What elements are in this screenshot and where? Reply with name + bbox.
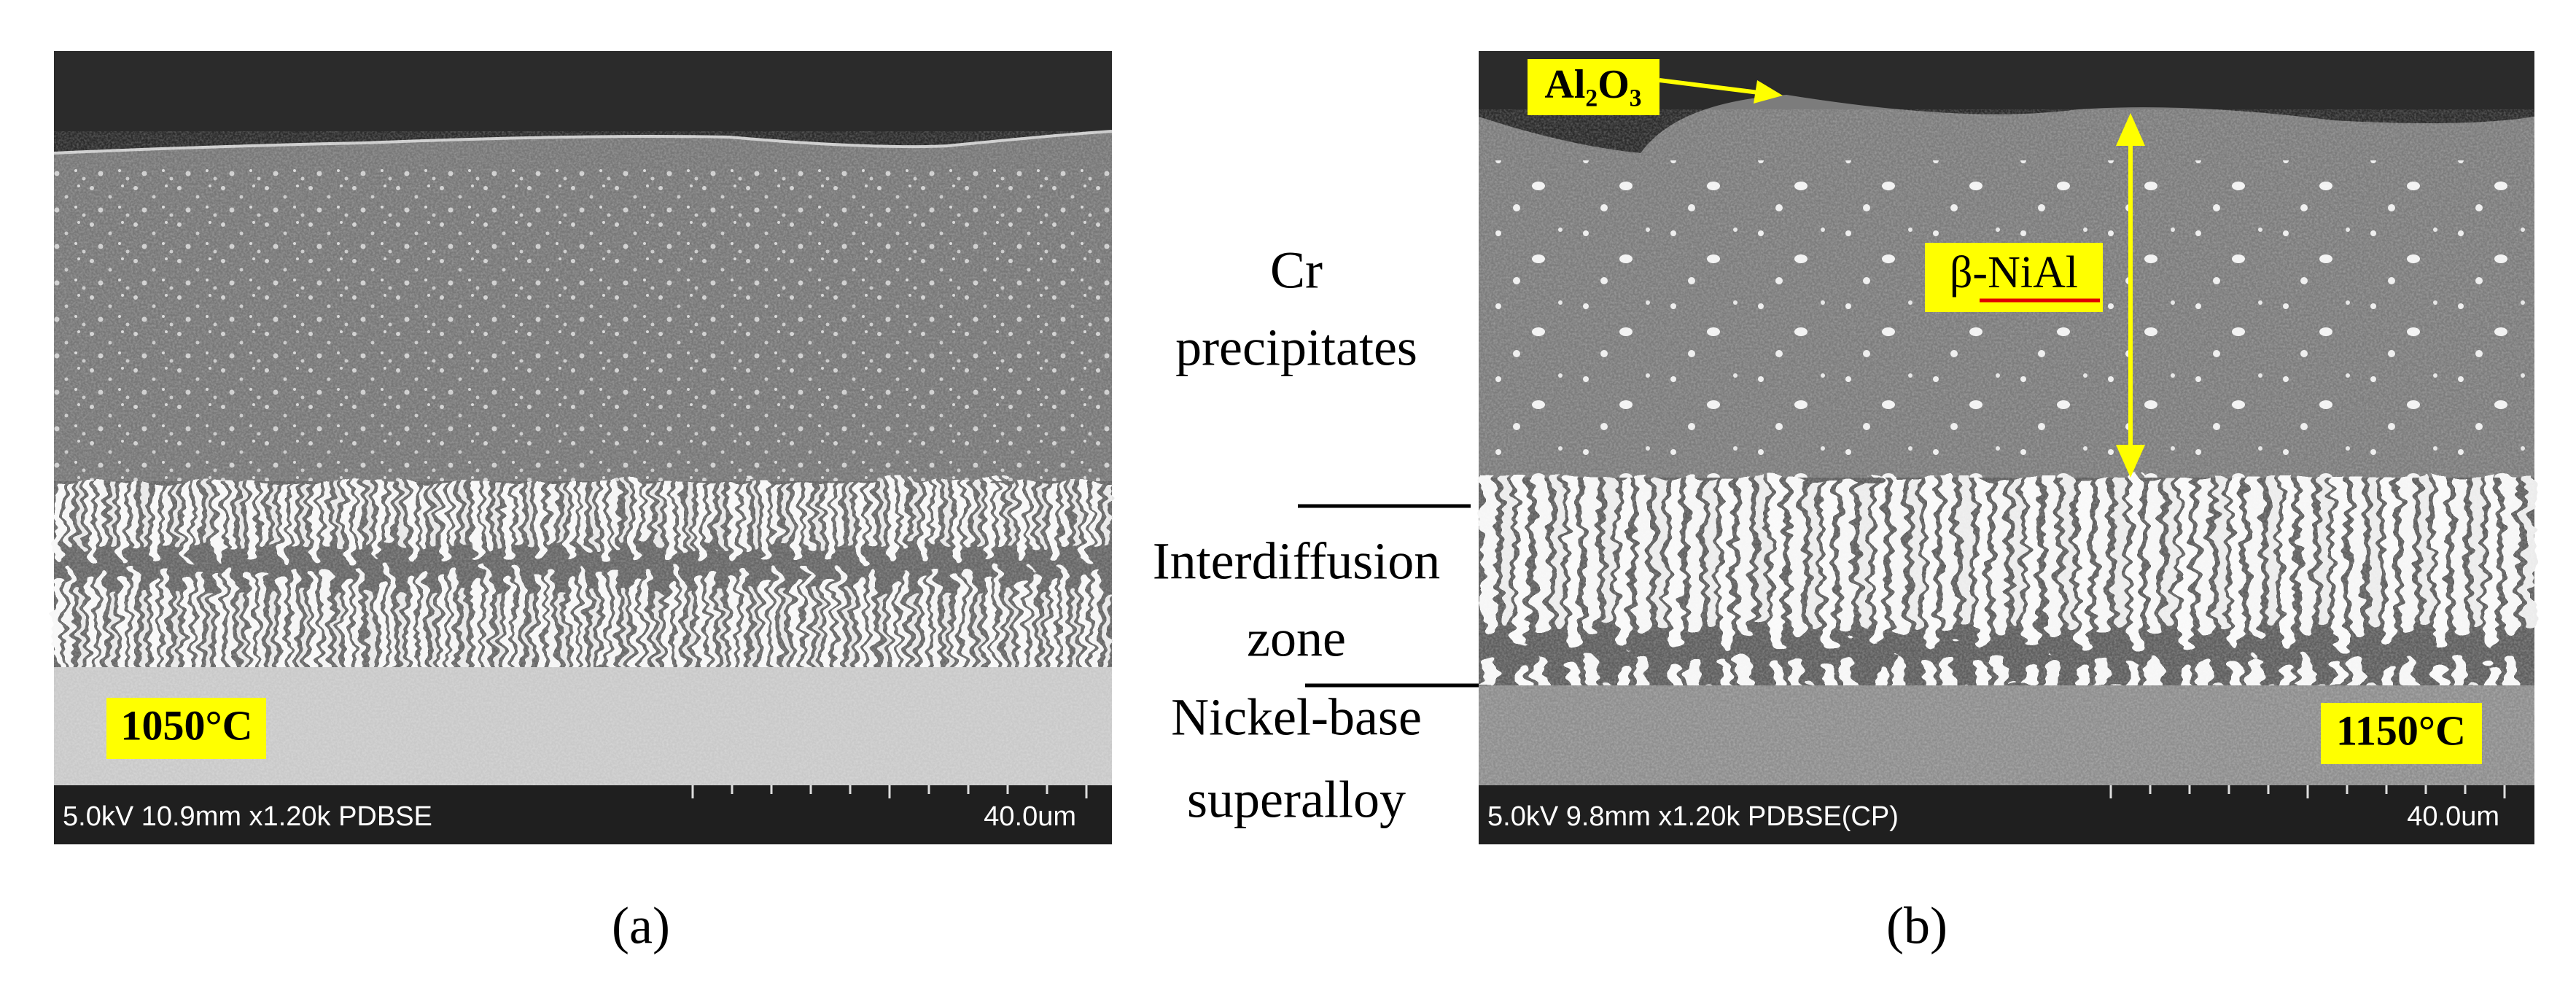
temperature-label: 1150°C	[2336, 707, 2466, 754]
zone-labels: Cr precipitates Interdiffusion zone Nick…	[1153, 241, 1479, 829]
scale-text: 40.0um	[2407, 801, 2499, 832]
temperature-label: 1050°C	[120, 701, 252, 749]
info-text: 5.0kV 10.9mm x1.20k PDBSE	[63, 801, 432, 832]
oxide-label: Al₂O₃	[1544, 62, 1641, 107]
panel-label: (a)	[612, 897, 670, 955]
phase-prefix: β-	[1950, 248, 1988, 297]
zone-label: Interdiffusion	[1153, 532, 1441, 591]
zone-label: Cr	[1270, 241, 1323, 300]
info-text: 5.0kV 9.8mm x1.20k PDBSE(CP)	[1487, 801, 1899, 832]
panel-label: (b)	[1886, 897, 1947, 955]
zone-label: Nickel-base	[1171, 688, 1422, 747]
zone-label: precipitates	[1175, 319, 1417, 377]
micrograph-b: 5.0kV 9.8mm x1.20k PDBSE(CP) 40.0um 1150…	[1479, 51, 2534, 844]
phase-label: β-NiAl	[1950, 248, 2078, 297]
micrograph-a: 5.0kV 10.9mm x1.20k PDBSE 40.0um 1050°C	[53, 51, 1113, 844]
zone-label: superalloy	[1187, 771, 1406, 829]
zone-label: zone	[1247, 610, 1346, 668]
phase-name: NiAl	[1988, 248, 2078, 297]
scale-text: 40.0um	[984, 801, 1076, 832]
